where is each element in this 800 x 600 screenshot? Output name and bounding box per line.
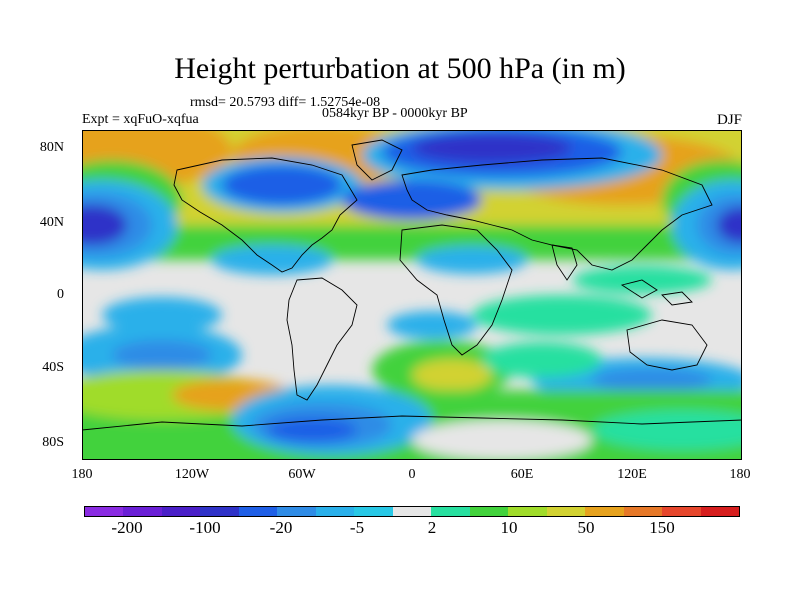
coast-antarctica (82, 415, 742, 431)
sh-teal-indian (482, 342, 602, 378)
map-frame (82, 130, 742, 460)
lat-tick-80s: 80S (42, 435, 64, 450)
colorbar-swatch (315, 507, 355, 516)
trop-teal-indian (472, 295, 652, 335)
colorbar-swatch (700, 507, 739, 516)
pac-low-core-east (717, 207, 742, 243)
colorbar-swatch (585, 507, 624, 516)
pac-low-core-west (82, 205, 127, 245)
lon-tick-180e: 180 (729, 467, 751, 482)
coast-australia (626, 319, 708, 371)
trop-cyan-pacific (102, 297, 222, 333)
colorbar-label: 50 (577, 518, 595, 537)
colorbar-swatch (431, 507, 470, 516)
colorbar-swatch (546, 507, 586, 516)
colorbar-swatch (469, 507, 509, 516)
sh-yellow-atlantic (412, 359, 492, 391)
stats-line: rmsd= 20.5793 diff= 1.52754e-08 (190, 95, 381, 110)
season-label: DJF (716, 112, 742, 128)
trop-cyan-atlantic (387, 311, 477, 339)
height-perturbation-map (82, 130, 742, 460)
lon-tick-60w: 60W (288, 467, 316, 482)
colorbar-swatch (623, 507, 663, 516)
period-line: 0584kyr BP - 0000kyr BP (322, 106, 468, 121)
coast-greenland (351, 139, 403, 181)
sh-blue-indian (592, 368, 712, 392)
trop-cyan-africa (417, 246, 527, 274)
lon-tick-120w: 120W (174, 467, 210, 482)
sh-blue-west (112, 340, 212, 370)
coast-africa (399, 224, 513, 356)
colorbar-label: 150 (649, 518, 675, 537)
colorbar-swatch (354, 507, 393, 516)
coast-india (551, 244, 578, 281)
arctic-low-core (412, 133, 572, 163)
lon-tick-60e: 60E (510, 467, 534, 482)
coast-south-america (286, 277, 358, 401)
colorbar-label: -5 (349, 518, 365, 537)
coastlines (82, 139, 742, 431)
lat-tick-80n: 80N (39, 140, 64, 155)
lon-tick-180w: 180 (71, 467, 93, 482)
colorbar-swatch (508, 507, 547, 516)
colorbar-swatch (277, 507, 316, 516)
colorbar-swatch (662, 507, 701, 516)
coast-maritime-continent (620, 279, 693, 306)
colorbar-swatch (161, 507, 201, 516)
colorbar-label: -100 (189, 518, 221, 537)
nh-green-band (82, 225, 742, 260)
colorbar-label: 2 (427, 518, 437, 537)
colorbar-swatch (85, 507, 124, 516)
colorbar-swatch (200, 507, 239, 516)
colorbar-label: -200 (111, 518, 143, 537)
colorbar-swatch (238, 507, 278, 516)
na-trough-mid (222, 165, 342, 205)
sh-deep-pole (267, 418, 357, 442)
trop-cyan-na (212, 245, 332, 275)
colorbar (84, 506, 740, 517)
colorbar-label: -20 (269, 518, 293, 537)
colorbar-label: 10 (500, 518, 518, 537)
sh-neutral-pole (412, 420, 592, 460)
lat-tick-0: 0 (57, 287, 64, 302)
coast-eurasia (401, 157, 713, 271)
coast-north-america (173, 157, 358, 273)
colorbar-swatch (392, 507, 432, 516)
lat-tick-40n: 40N (39, 215, 64, 230)
lat-tick-40s: 40S (42, 360, 64, 375)
lon-tick-120e: 120E (617, 467, 647, 482)
lon-tick-0: 0 (408, 467, 416, 482)
colorbar-swatch (123, 507, 162, 516)
sh-teal-pole (592, 410, 742, 450)
chart-title: Height perturbation at 500 hPa (in m) (174, 52, 626, 85)
map-panel (82, 130, 742, 460)
experiment-label: Expt = xqFuO-xqfua (82, 112, 199, 127)
